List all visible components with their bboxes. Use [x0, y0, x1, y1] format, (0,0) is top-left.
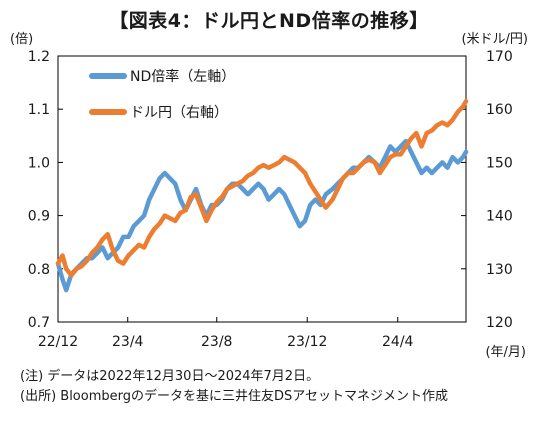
right-tick-label: 140	[486, 209, 513, 225]
legend: ND倍率（左軸） ドル円（右軸）	[89, 68, 235, 121]
left-tick-label: 1.2	[28, 49, 50, 65]
left-axis-unit: (倍)	[10, 32, 34, 47]
left-tick-label: 0.7	[28, 315, 50, 331]
plot-frame	[57, 55, 467, 323]
x-tick-label: 22/12	[38, 334, 78, 350]
left-tick-label: 0.8	[28, 262, 50, 278]
right-tick-label: 170	[486, 49, 513, 65]
right-tick-label: 160	[486, 102, 513, 118]
x-tick-label: 23/4	[112, 334, 144, 350]
x-tick-label: 23/12	[287, 334, 327, 350]
series-line-usdjpy	[55, 98, 469, 278]
right-tick-label: 130	[486, 262, 513, 278]
series-line-nd-ratio	[55, 138, 469, 293]
left-tick-label: 0.9	[28, 209, 50, 225]
chart-title: 【図表4：ドル円とND倍率の推移】	[109, 10, 429, 32]
x-axis-unit: (年/月)	[485, 345, 526, 360]
right-axis-unit: (米ドル/円)	[461, 32, 528, 47]
right-tick-label: 120	[486, 315, 513, 331]
x-tick-label: 24/4	[382, 334, 414, 350]
legend-label-nd-ratio: ND倍率（左軸）	[130, 68, 235, 85]
legend-label-usdjpy: ドル円（右軸）	[130, 105, 228, 121]
note-source: (出所) Bloombergのデータを基に三井住友DSアセットマネジメント作成	[20, 389, 448, 404]
note-data-period: (注) データは2022年12月30日～2024年7月2日。	[20, 369, 320, 384]
x-tick-label: 23/8	[201, 334, 232, 350]
notes: (注) データは2022年12月30日～2024年7月2日。 (出所) Bloo…	[20, 367, 448, 407]
right-tick-label: 150	[486, 155, 513, 171]
left-tick-label: 1.0	[28, 155, 50, 171]
left-tick-label: 1.1	[28, 102, 50, 118]
